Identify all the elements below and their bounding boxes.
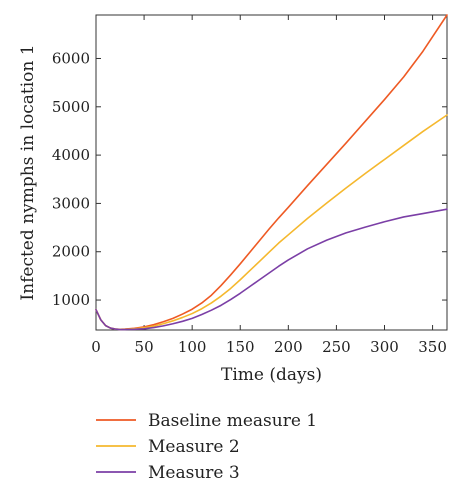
y-tick-label: 4000 <box>52 146 90 164</box>
plot-frame <box>95 14 448 331</box>
legend-label: Measure 3 <box>148 463 240 483</box>
legend-label: Baseline measure 1 <box>148 411 317 431</box>
series-line-3 <box>95 208 448 331</box>
y-tick-label: 2000 <box>52 243 90 261</box>
y-tick-labels: 1000 2000 3000 4000 5000 6000 <box>52 49 90 309</box>
series-line-2 <box>95 114 448 331</box>
series-lines <box>95 14 448 331</box>
tick-marks <box>95 15 447 330</box>
x-tick-label: 350 <box>418 338 447 356</box>
legend: Baseline measure 1 Measure 2 Measure 3 <box>96 411 317 483</box>
series-line-1 <box>95 14 448 331</box>
x-tick-label: 100 <box>178 338 207 356</box>
x-tick-label: 200 <box>274 338 303 356</box>
y-tick-label: 5000 <box>52 98 90 116</box>
y-tick-label: 6000 <box>52 49 90 67</box>
legend-label: Measure 2 <box>148 437 240 457</box>
x-tick-label: 0 <box>91 338 101 356</box>
x-tick-label: 300 <box>370 338 399 356</box>
x-tick-label: 250 <box>322 338 351 356</box>
y-tick-label: 1000 <box>52 291 90 309</box>
x-axis-title: Time (days) <box>221 365 322 385</box>
y-tick-label: 3000 <box>52 194 90 212</box>
x-tick-labels: 0 50 100 150 200 250 300 350 <box>91 338 447 356</box>
x-tick-label: 150 <box>226 338 255 356</box>
x-tick-label: 50 <box>135 338 154 356</box>
y-axis-title: Infected nymphs in location 1 <box>18 44 38 300</box>
